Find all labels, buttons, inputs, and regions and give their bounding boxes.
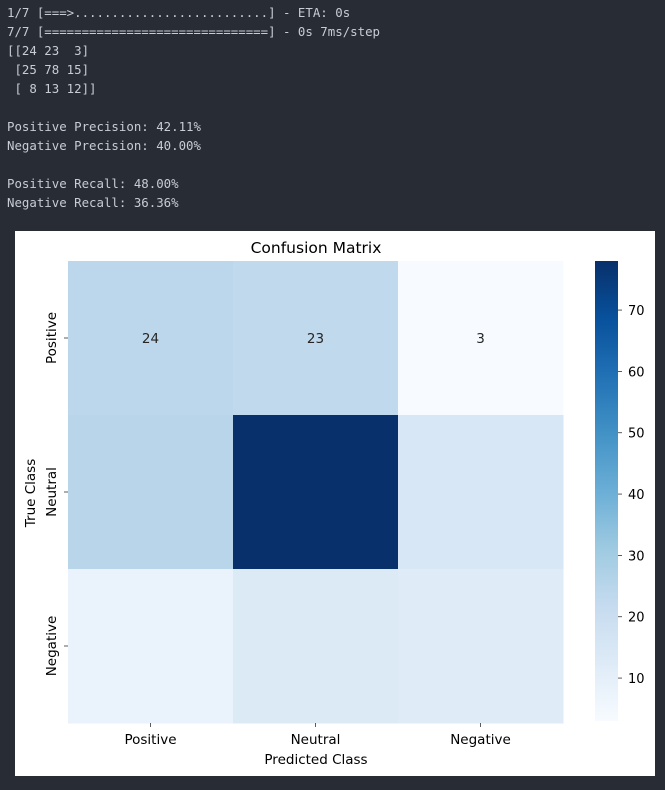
- heatmap-cell: [233, 569, 399, 724]
- cell-value-label: 23: [307, 331, 324, 347]
- x-tick-label: Neutral: [291, 732, 341, 748]
- chart-title: Confusion Matrix: [251, 239, 382, 257]
- colorbar-tick-label: 50: [628, 427, 645, 442]
- confusion-matrix-chart: Confusion Matrix 24 23 3 Positive Neutral Ne…: [23, 239, 645, 768]
- y-tick-label: Positive: [44, 312, 60, 364]
- console-output: 1/7 [===>..........................] - E…: [7, 5, 380, 210]
- colorbar-tick-label: 30: [628, 549, 645, 564]
- chart-figure: Confusion Matrix 24 23 3 Positive Neutral Ne…: [15, 231, 655, 776]
- colorbar-tick-label: 20: [628, 611, 645, 626]
- x-tick-label: Negative: [450, 732, 511, 748]
- colorbar-tick-label: 10: [628, 672, 645, 687]
- heatmap-cell: [233, 415, 399, 570]
- cell-value-label: 3: [476, 331, 485, 347]
- heatmap-cell: [233, 261, 399, 416]
- y-tick-label: Neutral: [44, 467, 60, 517]
- colorbar-ticks: 10 20 30 40 50 60 70: [618, 304, 645, 687]
- cell-value-label: 24: [142, 331, 159, 347]
- heatmap-cell: [68, 569, 234, 724]
- colorbar-tick-label: 40: [628, 488, 645, 503]
- heatmap-cell: [398, 415, 564, 570]
- heatmap-cell: [398, 569, 564, 724]
- colorbar: [595, 261, 618, 721]
- x-tick-labels: Positive Neutral Negative: [124, 723, 511, 748]
- colorbar-tick-label: 70: [628, 304, 645, 319]
- y-tick-labels: Positive Neutral Negative: [44, 312, 68, 676]
- y-axis-label: True Class: [23, 459, 39, 528]
- x-tick-label: Positive: [124, 732, 176, 748]
- heatmap-cell: [398, 261, 564, 416]
- colorbar-tick-label: 60: [628, 365, 645, 380]
- heatmap-cells: 24 23 3: [68, 261, 564, 724]
- heatmap-cell: [68, 261, 234, 416]
- x-axis-label: Predicted Class: [264, 752, 367, 768]
- y-tick-label: Negative: [44, 616, 60, 677]
- heatmap-cell: [68, 415, 234, 570]
